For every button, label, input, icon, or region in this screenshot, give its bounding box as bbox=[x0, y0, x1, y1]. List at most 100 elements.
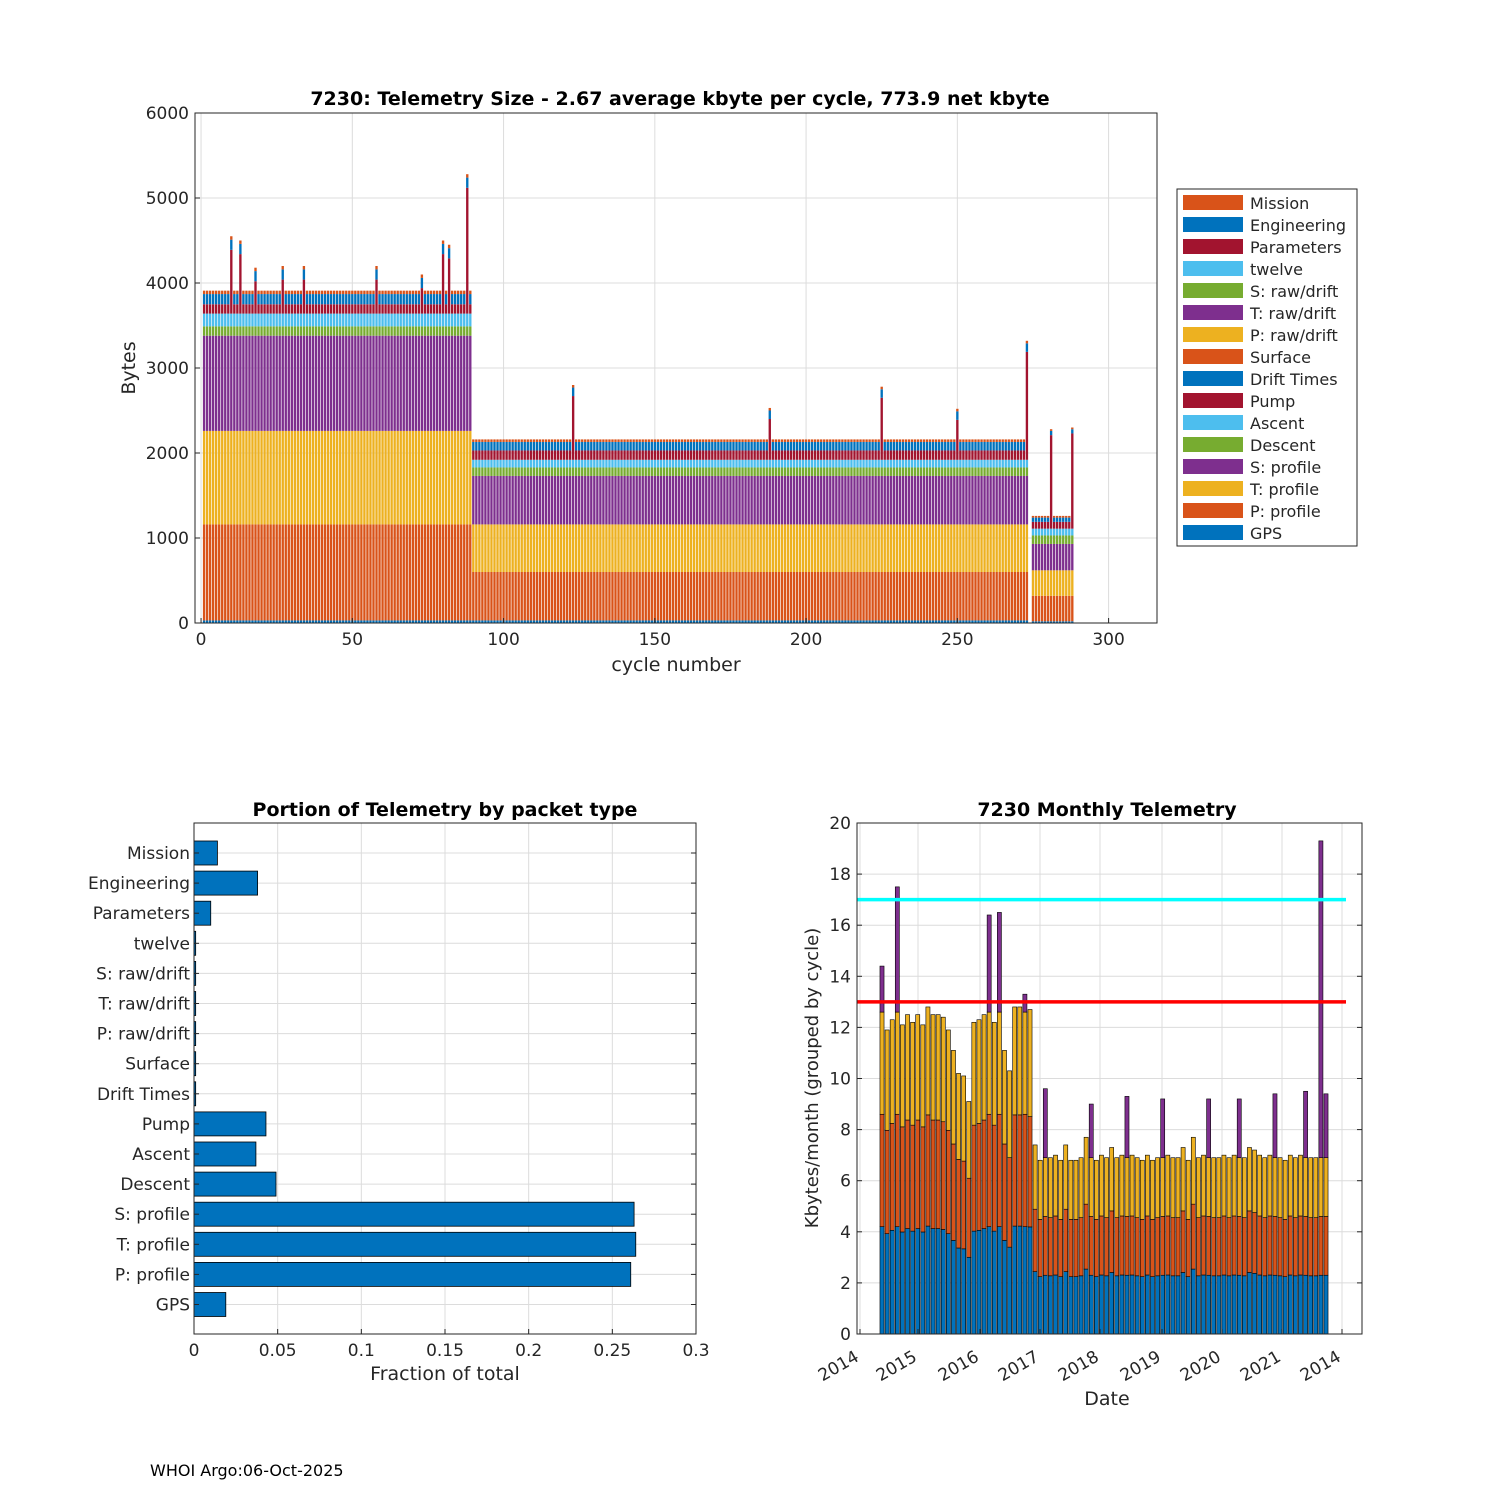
top-bar-segment bbox=[547, 620, 551, 623]
br-bar-segment bbox=[1104, 1217, 1109, 1277]
top-chart-title: 7230: Telemetry Size - 2.67 average kbyt… bbox=[310, 88, 1049, 110]
top-bar-segment bbox=[320, 294, 324, 305]
top-bar-segment bbox=[384, 294, 387, 305]
br-bar-segment bbox=[1007, 1246, 1012, 1335]
top-bar-segment bbox=[272, 304, 275, 314]
top-bar-segment bbox=[1007, 620, 1010, 623]
top-bar-segment bbox=[759, 467, 762, 476]
top-bar-segment bbox=[205, 326, 209, 336]
top-bar-segment bbox=[829, 475, 832, 525]
br-bar-segment bbox=[951, 1143, 956, 1241]
bl-category-label: Parameters bbox=[93, 904, 190, 924]
br-bar-segment bbox=[1287, 1215, 1293, 1276]
top-bar-segment bbox=[266, 294, 269, 305]
top-bar-segment bbox=[844, 441, 847, 451]
top-bar-segment bbox=[574, 450, 578, 460]
top-bar-segment bbox=[420, 620, 424, 623]
top-bar-segment bbox=[1007, 439, 1010, 442]
br-bar-segment bbox=[1216, 1217, 1222, 1277]
top-bar-segment bbox=[221, 304, 224, 314]
top-bar-segment bbox=[378, 524, 381, 621]
top-bar-segment bbox=[1022, 467, 1026, 476]
top-bar-segment bbox=[817, 459, 820, 468]
top-bar-segment bbox=[260, 294, 263, 305]
br-bar-segment bbox=[1012, 1225, 1018, 1335]
br-bar-segment bbox=[1282, 1276, 1288, 1335]
br-bar-segment bbox=[1042, 1274, 1048, 1335]
top-bar-segment bbox=[369, 326, 372, 336]
top-bar-segment bbox=[547, 459, 551, 468]
top-bar-segment bbox=[399, 294, 402, 305]
top-bar-segment bbox=[411, 294, 414, 305]
top-bar-segment bbox=[726, 572, 729, 621]
br-bar-segment bbox=[1293, 1275, 1298, 1335]
top-bar-segment bbox=[544, 450, 548, 460]
top-bar-segment bbox=[711, 475, 714, 525]
top-bar-segment bbox=[910, 572, 914, 621]
top-bar-segment bbox=[466, 430, 469, 525]
top-bar-segment bbox=[611, 450, 614, 460]
top-bar-segment bbox=[856, 475, 859, 525]
top-bar-segment bbox=[487, 467, 490, 476]
top-bar-segment bbox=[599, 459, 602, 468]
top-bar-segment bbox=[224, 326, 227, 336]
top-bar-segment bbox=[662, 524, 666, 572]
top-bar-segment bbox=[266, 620, 269, 623]
top-bar-segment bbox=[898, 524, 902, 572]
top-bar-segment bbox=[868, 450, 871, 460]
br-bar-segment bbox=[1196, 1217, 1201, 1277]
top-bar-segment bbox=[774, 439, 778, 442]
top-bar-segment bbox=[901, 441, 905, 451]
legend-label: T: profile bbox=[1249, 480, 1319, 499]
top-bar-segment bbox=[254, 281, 257, 314]
top-bar-segment bbox=[813, 439, 817, 442]
top-y-tick-label: 3000 bbox=[146, 359, 189, 379]
top-bar-segment bbox=[777, 450, 781, 460]
top-bar-segment bbox=[883, 439, 886, 442]
top-bar-segment bbox=[578, 524, 581, 572]
top-bar-segment bbox=[626, 572, 629, 621]
top-bar-segment bbox=[717, 439, 720, 442]
top-bar-segment bbox=[980, 459, 983, 468]
top-bar-segment bbox=[269, 304, 272, 314]
top-bar-segment bbox=[599, 475, 602, 525]
top-bar-segment bbox=[729, 572, 732, 621]
top-bar-segment bbox=[487, 475, 490, 525]
top-bar-segment bbox=[529, 441, 532, 451]
top-bar-segment bbox=[320, 620, 324, 623]
top-bar-segment bbox=[472, 439, 475, 442]
top-bar-segment bbox=[980, 441, 983, 451]
top-bar-segment bbox=[1062, 543, 1065, 571]
bl-category-label: Pump bbox=[142, 1115, 190, 1135]
top-bar-segment bbox=[711, 439, 714, 442]
top-bar-segment bbox=[820, 439, 823, 442]
top-bar-segment bbox=[705, 467, 708, 476]
br-bar-segment bbox=[1063, 1271, 1069, 1335]
top-bar-segment bbox=[326, 335, 330, 431]
top-bar-segment bbox=[928, 450, 932, 460]
br-bar-segment bbox=[1262, 1157, 1268, 1218]
top-bar-segment bbox=[931, 620, 935, 623]
top-bar-segment bbox=[965, 572, 968, 621]
bl-x-tick-label: 0.3 bbox=[682, 1341, 709, 1361]
top-bar-segment bbox=[441, 254, 445, 314]
top-bar-segment bbox=[565, 620, 569, 623]
top-bar-segment bbox=[423, 313, 427, 327]
top-bar-segment bbox=[230, 239, 233, 250]
top-bar-segment bbox=[568, 450, 572, 460]
top-bar-segment bbox=[680, 475, 684, 525]
top-bar-segment bbox=[650, 441, 653, 451]
top-bar-segment bbox=[435, 335, 439, 431]
top-bar-segment bbox=[626, 467, 629, 476]
br-bar-segment bbox=[915, 1228, 921, 1335]
top-bar-segment bbox=[895, 459, 899, 468]
top-bar-segment bbox=[221, 313, 224, 327]
top-bar-segment bbox=[823, 450, 826, 460]
top-bar-segment bbox=[532, 572, 535, 621]
top-bar-segment bbox=[299, 430, 303, 525]
top-bar-segment bbox=[826, 450, 829, 460]
top-bar-segment bbox=[517, 475, 520, 525]
top-bar-segment bbox=[590, 620, 593, 623]
top-bar-segment bbox=[565, 439, 569, 442]
br-bar-segment bbox=[1252, 1149, 1257, 1213]
